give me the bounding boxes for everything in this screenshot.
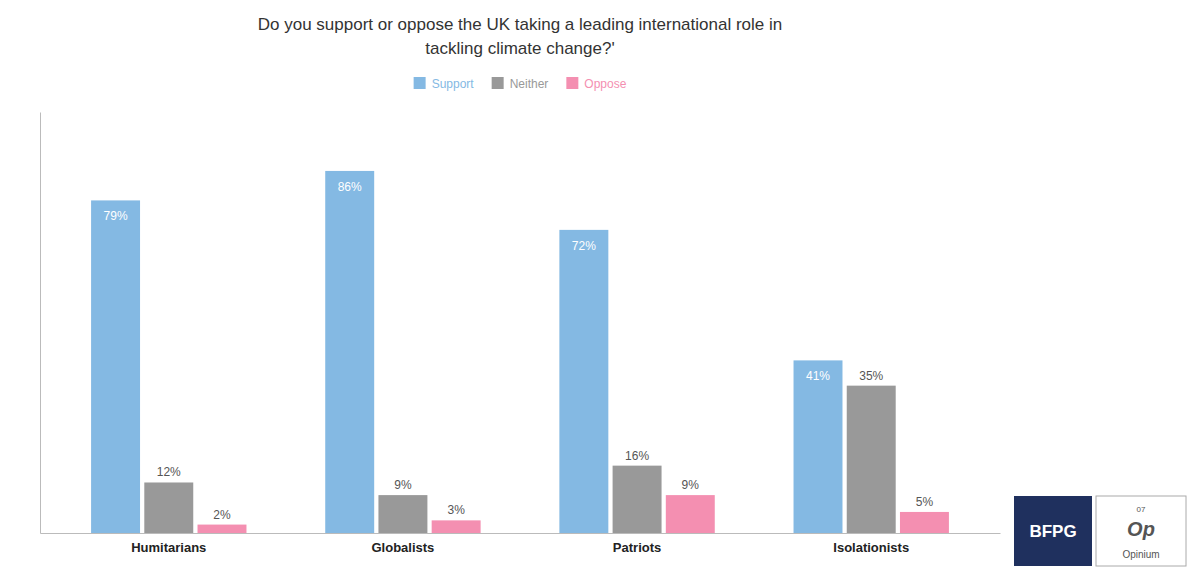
legend-label: Neither	[510, 77, 549, 91]
x-tick: Isolationists	[833, 540, 909, 555]
bar	[613, 466, 662, 533]
data-label: 9%	[682, 478, 700, 492]
bar	[847, 386, 896, 533]
data-label: 9%	[394, 478, 412, 492]
y-axis-line	[40, 113, 41, 534]
title-line: tackling climate change?'	[425, 39, 614, 58]
title: Do you support or oppose the UK taking a…	[258, 15, 783, 58]
data-label: 79%	[104, 209, 128, 223]
legend-swatch	[492, 77, 504, 89]
data-label: 41%	[806, 369, 830, 383]
bar	[91, 200, 140, 533]
x-tick-label: Humitarians	[131, 540, 206, 555]
bar	[666, 495, 715, 533]
logo-bfpg-box	[1014, 496, 1092, 566]
chart: Do you support or oppose the UK taking a…	[0, 0, 1200, 583]
legend-item: Oppose	[566, 77, 626, 91]
data-label: 3%	[447, 503, 465, 517]
annotation: BFPG	[1029, 522, 1076, 541]
data-label: 5%	[916, 495, 934, 509]
annotation: Op	[1127, 518, 1155, 540]
bar	[432, 520, 481, 533]
bar	[144, 482, 193, 533]
bar	[794, 360, 843, 533]
bar	[198, 525, 247, 533]
legend-item: Neither	[492, 77, 549, 91]
legend-swatch	[566, 77, 578, 89]
data-label: 86%	[338, 180, 362, 194]
logo-opinium-box	[1096, 496, 1186, 566]
data-label: 72%	[572, 239, 596, 253]
data-label: 35%	[859, 369, 883, 383]
x-tick-label: Isolationists	[833, 540, 909, 555]
legend-label: Oppose	[584, 77, 626, 91]
y-axis	[40, 113, 41, 534]
legend-label: Support	[432, 77, 475, 91]
data-label: 12%	[157, 465, 181, 479]
x-tick-label: Globalists	[371, 540, 434, 555]
x-tick-label: Patriots	[613, 540, 661, 555]
bar	[378, 495, 427, 533]
logos: BFPG 07 Op Opinium	[1014, 496, 1186, 566]
data-label: 2%	[213, 508, 231, 522]
legend: Support Neither Oppose	[414, 77, 627, 91]
x-tick: Patriots	[613, 540, 661, 555]
bar	[325, 171, 374, 533]
x-axis-line	[41, 533, 1001, 534]
data-label: 16%	[625, 449, 649, 463]
bar	[900, 512, 949, 533]
bar	[559, 230, 608, 533]
x-axis: Humitarians Globalists Patriots Isolationis…	[41, 534, 1001, 556]
x-tick: Globalists	[371, 540, 434, 555]
annotation: 07	[1137, 505, 1146, 514]
x-tick: Humitarians	[131, 540, 206, 555]
data-labels: 79% 86% 72% 41% 12% 9% 16% 35% 2% 3% 9% 5%	[104, 180, 934, 522]
plot: 79% 86% 72% 41% 12% 9% 16% 35% 2% 3% 9% 5% Humitaria…	[41, 113, 1001, 556]
title-line: Do you support or oppose the UK taking a…	[258, 15, 783, 34]
bars	[91, 171, 949, 533]
annotation: Opinium	[1122, 549, 1159, 560]
legend-swatch	[414, 77, 426, 89]
legend-item: Support	[414, 77, 475, 91]
